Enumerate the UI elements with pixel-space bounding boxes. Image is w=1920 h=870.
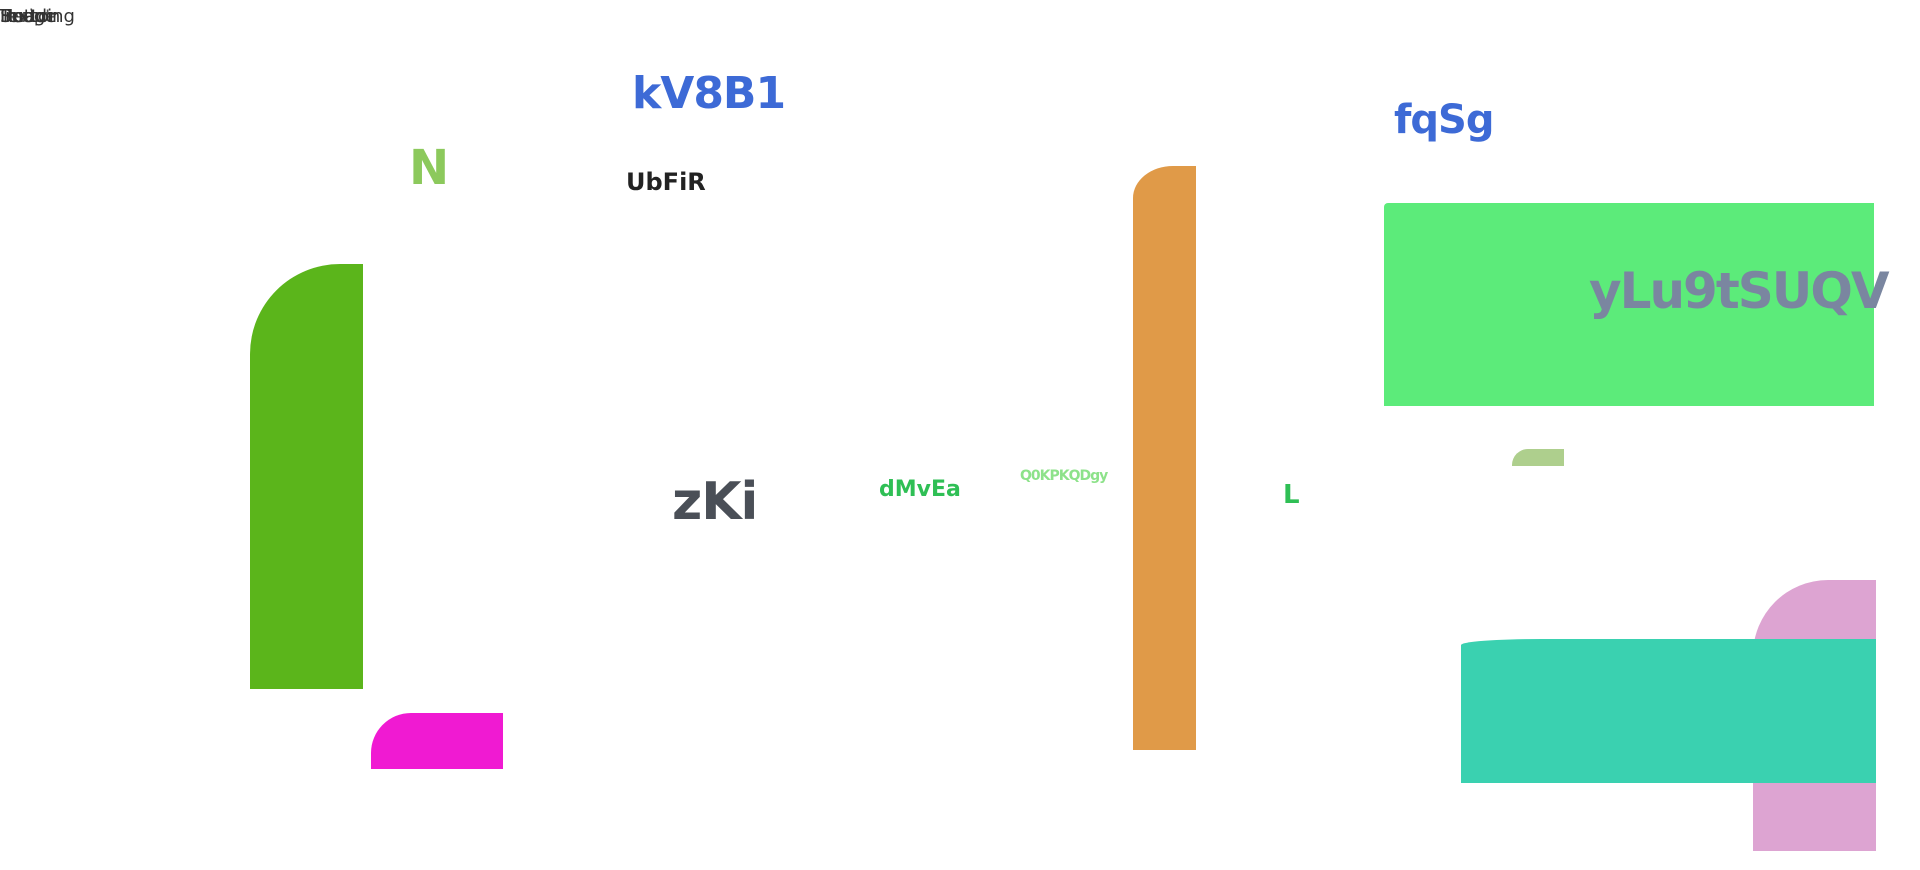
green-panel — [1384, 203, 1874, 406]
green-tall-block — [250, 264, 363, 689]
heading-kv8b1: kV8B1 — [632, 68, 786, 119]
label-l: L — [1283, 480, 1300, 510]
stray-label-heading: Heading — [0, 6, 75, 27]
heading-zki: zKi — [672, 472, 758, 532]
label-q0kpkqdgy: Q0KPKQDgy — [1020, 468, 1108, 484]
orange-pillar — [1133, 166, 1196, 750]
heading-n: N — [409, 140, 450, 196]
sage-tab — [1512, 449, 1564, 466]
heading-fqsg: fqSg — [1394, 97, 1494, 143]
stray-label-script: Script — [0, 6, 53, 27]
stray-label-text: Text — [0, 6, 37, 27]
stray-label-image: Image — [0, 6, 57, 27]
stray-label-button: Button — [0, 6, 61, 27]
teal-panel — [1461, 639, 1876, 783]
label-ubfir: UbFiR — [626, 168, 706, 196]
magenta-block — [371, 713, 503, 769]
panel-title-ylu9tsuqv: yLu9tSUQV — [1589, 262, 1890, 320]
label-dmvea: dMvEa — [879, 477, 961, 502]
